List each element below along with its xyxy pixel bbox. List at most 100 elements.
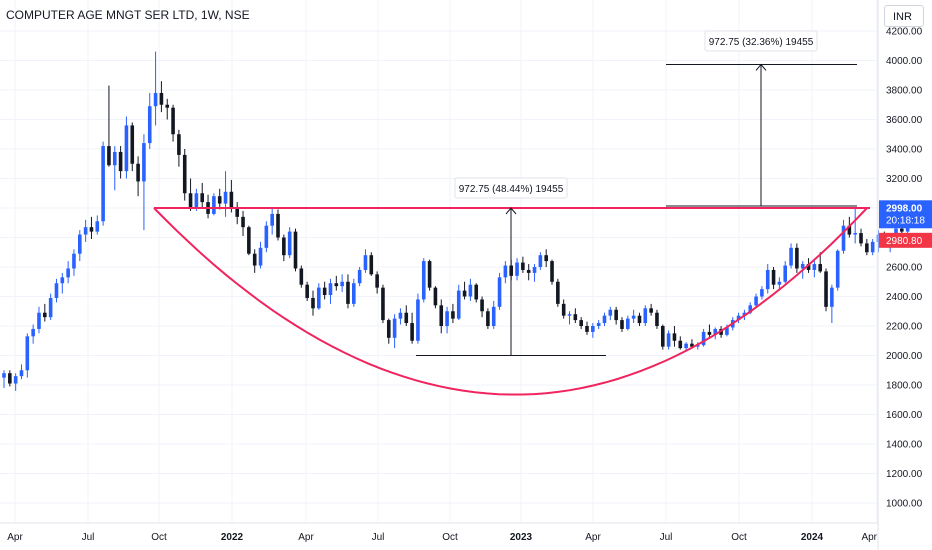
candle	[95, 215, 100, 235]
candle	[392, 314, 397, 349]
currency-selector[interactable]: INR	[884, 5, 924, 27]
candle	[282, 234, 286, 262]
line-price-label: 2980.80	[879, 232, 932, 248]
x-tick-label: Apr	[298, 532, 314, 543]
candle	[153, 51, 158, 126]
candle	[142, 134, 146, 231]
price-axis-ticks: 4200.00 4000.00 3800.00 3600.00 3400.00 3200.…	[886, 27, 923, 510]
candle	[859, 228, 863, 247]
candle	[515, 258, 519, 281]
y-tick-label: 3600.00	[886, 115, 923, 126]
candle	[165, 98, 170, 120]
candle	[188, 178, 193, 211]
candle	[660, 324, 665, 350]
candle	[474, 283, 479, 303]
candle	[270, 208, 274, 235]
candle	[322, 281, 327, 300]
candle	[381, 284, 385, 324]
x-tick-label: Oct	[151, 532, 167, 543]
candle	[573, 308, 578, 324]
candle	[130, 122, 135, 172]
candle	[830, 284, 834, 324]
candle	[217, 188, 222, 210]
candle	[538, 252, 543, 270]
y-tick-label: 1800.00	[886, 381, 923, 392]
candle	[585, 321, 589, 335]
x-tick-label: Jul	[82, 532, 95, 543]
candle	[521, 256, 525, 273]
candle	[591, 323, 595, 338]
candle	[456, 284, 461, 321]
measure-tool-target[interactable]: 972.75 (32.36%) 19455	[666, 30, 857, 207]
candle	[112, 146, 117, 191]
candle	[346, 274, 350, 309]
candle	[182, 149, 187, 201]
measure-label-target: 972.75 (32.36%) 19455	[709, 37, 814, 48]
candle	[147, 92, 152, 149]
x-tick-label: Apr	[861, 532, 877, 543]
line-price-value: 2980.80	[886, 236, 923, 247]
candle	[340, 274, 344, 293]
candle	[789, 243, 793, 269]
candle	[375, 271, 379, 294]
candlestick-series	[2, 51, 922, 391]
candle	[649, 303, 653, 316]
candle	[672, 326, 677, 347]
y-tick-label: 4200.00	[886, 27, 923, 38]
candle	[258, 241, 263, 269]
bar-countdown: 20:18:18	[886, 215, 925, 226]
candle	[602, 312, 607, 326]
candle	[252, 249, 257, 273]
candle	[200, 182, 205, 208]
candle	[212, 193, 216, 216]
drawing-overlays: 972.75 (48.44%) 19455 972.75 (32.36%) 19…	[153, 30, 870, 396]
candle	[754, 293, 758, 309]
x-tick-label: Apr	[585, 532, 601, 543]
x-tick-label: 2024	[801, 532, 824, 543]
x-tick-label: Jul	[660, 532, 673, 543]
candle	[89, 216, 94, 239]
candle	[795, 243, 799, 273]
x-tick-label: Oct	[442, 532, 458, 543]
candle	[684, 342, 688, 352]
candle	[101, 141, 105, 226]
candle	[451, 303, 455, 324]
y-tick-label: 2200.00	[886, 322, 923, 333]
candle	[765, 264, 770, 294]
candle	[556, 278, 560, 307]
candle	[223, 171, 228, 217]
candle	[299, 265, 304, 288]
candle	[421, 258, 426, 303]
candle	[637, 312, 642, 326]
candle	[171, 104, 175, 142]
candle	[626, 315, 630, 331]
candle	[305, 281, 309, 301]
candle	[48, 293, 53, 321]
candle	[177, 129, 181, 167]
measure-tool-cup[interactable]: 972.75 (48.44%) 19455	[416, 177, 606, 356]
candle	[812, 259, 817, 278]
candle	[363, 249, 368, 273]
candle	[468, 278, 473, 301]
candle	[107, 85, 111, 167]
candle	[853, 208, 857, 244]
candle	[293, 228, 298, 272]
candle	[596, 320, 601, 329]
y-tick-label: 1200.00	[886, 469, 923, 480]
candle	[66, 261, 70, 284]
candle	[352, 278, 356, 307]
candle	[835, 249, 840, 291]
y-tick-label: 1400.00	[886, 440, 923, 451]
candle	[410, 312, 414, 344]
candle	[544, 249, 548, 267]
cup-pattern-curve[interactable]	[153, 207, 868, 396]
price-axis[interactable]: 4200.00 4000.00 3800.00 3600.00 3400.00 3200.…	[877, 0, 932, 550]
candle	[317, 283, 321, 310]
candle	[760, 286, 764, 300]
chart-grid	[0, 0, 878, 523]
time-axis[interactable]: Apr Jul Oct 2022 Apr Jul Oct 2023 Apr Jul Oct 2024 A…	[0, 522, 878, 543]
candle	[25, 333, 30, 378]
candle	[276, 209, 280, 241]
candle	[398, 308, 403, 325]
